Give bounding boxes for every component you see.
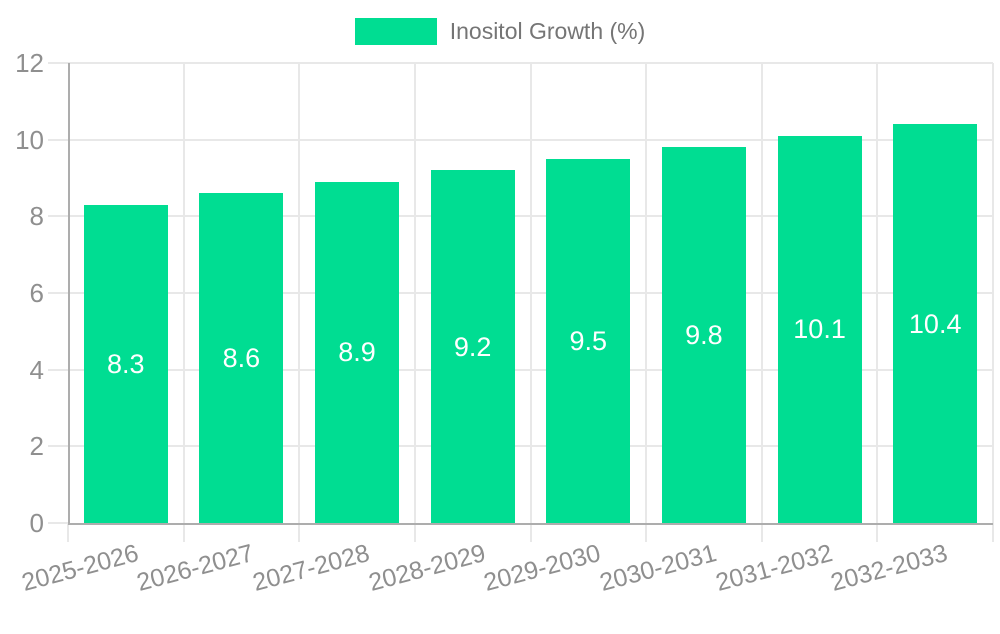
x-gridline — [298, 63, 301, 523]
plot-area: 0 2 4 6 8 10 12 8.3 2025-2026 8.6 2026-2027 8.9 2027… — [15, 48, 994, 597]
y-tick-mark — [48, 62, 68, 64]
x-tick-mark — [298, 523, 301, 542]
y-axis-tick-label: 4 — [29, 354, 44, 385]
bar[interactable] — [199, 193, 284, 523]
bar-value-label: 9.2 — [453, 331, 492, 362]
x-gridline — [529, 63, 532, 523]
y-axis-tick-label: 12 — [15, 48, 44, 78]
bar-value-label: 10.4 — [908, 308, 962, 339]
y-axis-tick-label: 8 — [29, 201, 44, 232]
bar-value-label: 8.9 — [338, 337, 376, 368]
bar[interactable] — [893, 124, 978, 523]
y-tick-mark — [48, 292, 68, 294]
x-tick-mark — [529, 523, 532, 542]
y-tick-mark — [48, 522, 68, 524]
bar-value-label: 8.6 — [222, 343, 261, 374]
y-tick-mark — [48, 445, 68, 448]
x-tick-mark — [413, 523, 416, 542]
y-tick-mark — [48, 215, 68, 218]
x-tick-mark — [760, 523, 763, 542]
legend-label: Inositol Growth (%) — [449, 18, 646, 44]
y-tick-mark — [48, 368, 68, 371]
x-tick-mark — [645, 523, 648, 542]
bar[interactable] — [315, 181, 400, 523]
bar[interactable] — [661, 147, 746, 523]
legend-swatch — [354, 17, 437, 45]
y-axis-tick-label: 0 — [29, 508, 44, 538]
x-gridline — [413, 63, 416, 523]
y-axis-line — [68, 63, 70, 523]
y-axis-tick-label: 10 — [15, 124, 44, 155]
bar-value-label: 10.1 — [793, 314, 846, 345]
y-axis-tick-label: 2 — [29, 431, 44, 462]
x-tick-mark — [67, 523, 69, 542]
y-tick-mark — [48, 138, 68, 141]
bar-value-label: 9.8 — [685, 320, 723, 351]
x-gridline — [182, 63, 185, 523]
x-tick-mark — [876, 523, 879, 542]
x-gridline — [645, 63, 648, 523]
x-gridline — [992, 63, 994, 523]
legend[interactable]: Inositol Growth (%) — [0, 16, 1000, 46]
x-gridline — [760, 63, 763, 523]
bar[interactable] — [546, 158, 631, 523]
x-tick-mark — [182, 523, 185, 542]
x-gridline — [876, 63, 879, 523]
bar[interactable] — [430, 170, 515, 523]
bar[interactable] — [777, 135, 862, 523]
y-axis-tick-label: 6 — [29, 278, 44, 308]
bar-value-label: 8.3 — [107, 348, 145, 379]
x-tick-mark — [992, 523, 994, 542]
bar-value-label: 9.5 — [569, 325, 608, 356]
x-axis-line — [68, 523, 993, 525]
bar[interactable] — [83, 204, 168, 523]
